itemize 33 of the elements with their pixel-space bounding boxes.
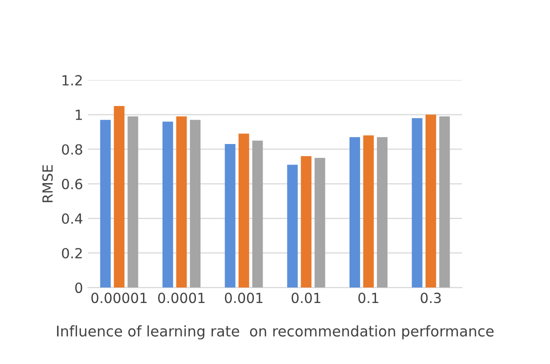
bar — [162, 122, 174, 288]
x-tick-label: 0.0001 — [158, 292, 205, 304]
x-tick-label: 0.00001 — [91, 292, 147, 304]
x-tick-label: 0.01 — [292, 292, 320, 304]
y-tick-label: 1 — [76, 110, 82, 120]
bar — [426, 114, 436, 288]
bar — [287, 164, 298, 288]
y-tick-label: 0.4 — [62, 213, 82, 224]
x-axis-title: Influence of learning rate on recommendation performance — [57, 325, 494, 340]
bar — [252, 140, 263, 288]
y-tick-label: 0.6 — [62, 178, 82, 190]
x-tick-label: 0.001 — [224, 292, 262, 304]
bar — [100, 120, 111, 288]
y-tick-label: 0 — [75, 282, 82, 294]
y-tick-label: 1.2 — [62, 75, 82, 86]
bar — [238, 134, 250, 288]
bar — [300, 156, 312, 288]
y-axis-title: RMSE — [42, 165, 53, 202]
bar — [314, 158, 326, 288]
bar — [412, 118, 422, 288]
bar — [128, 116, 138, 288]
y-tick-label: 0.2 — [62, 248, 82, 258]
bar — [190, 120, 201, 288]
x-tick-label: 0.1 — [358, 292, 378, 304]
bar — [363, 135, 374, 288]
x-tick-label: 0.3 — [420, 292, 441, 304]
y-tick-label: 0.8 — [62, 144, 82, 155]
bar — [176, 116, 187, 288]
bar — [439, 116, 450, 288]
bar — [224, 144, 236, 288]
bar — [114, 106, 124, 288]
bar — [376, 137, 388, 288]
bar — [349, 137, 360, 288]
